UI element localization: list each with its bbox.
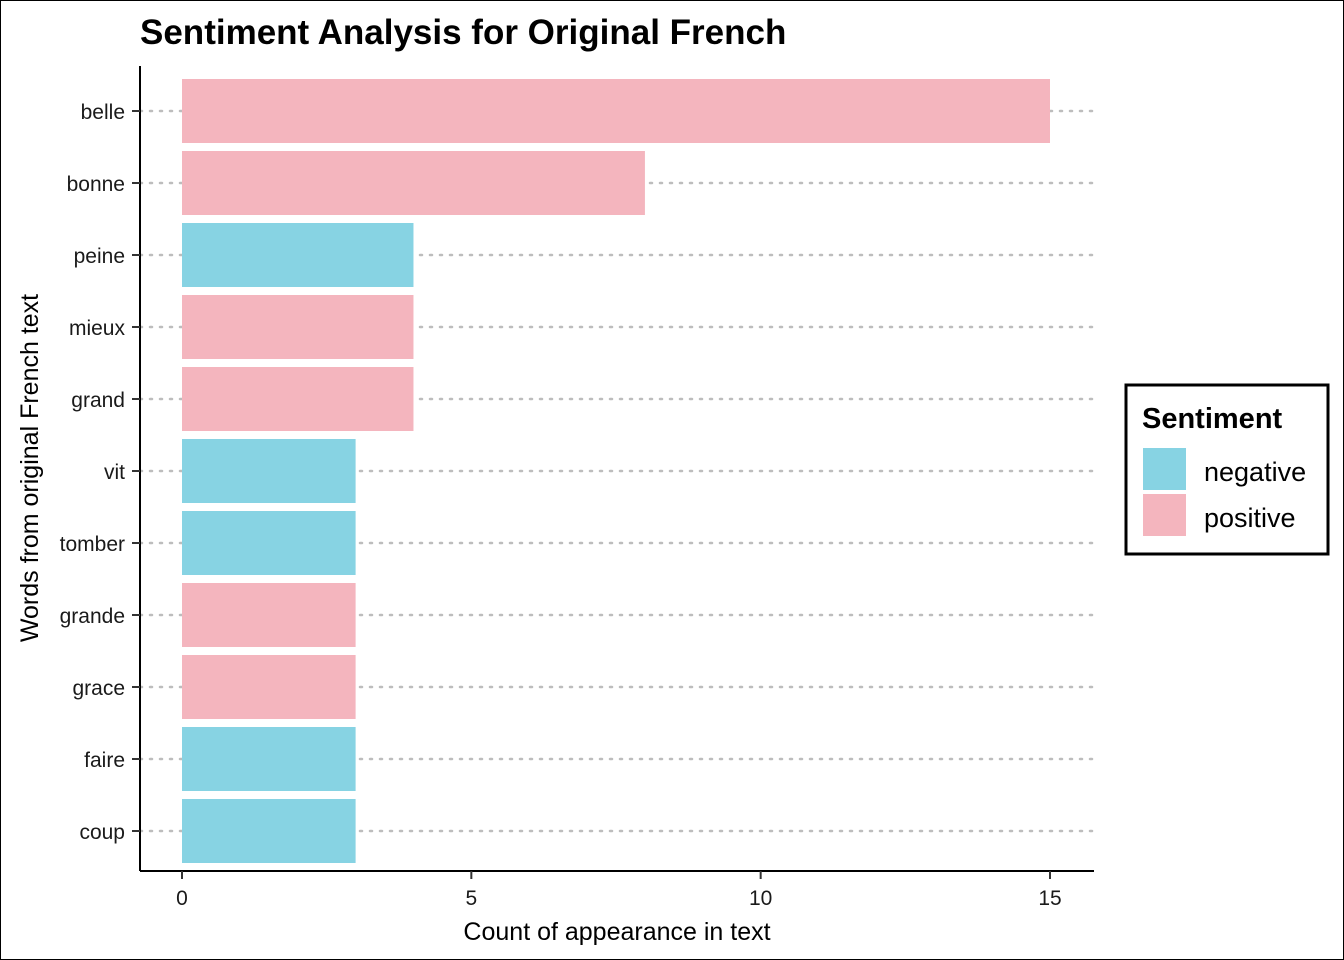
bar-vit (182, 439, 356, 503)
bar-mieux (182, 295, 414, 359)
x-axis-ticks: 0 5 10 15 (176, 871, 1062, 910)
bar-grande (182, 583, 356, 647)
y-tick-label-vit: vit (104, 461, 125, 484)
legend-label-negative: negative (1204, 457, 1306, 487)
y-tick-label-faire: faire (84, 749, 125, 772)
bar-grand (182, 367, 414, 431)
legend-title: Sentiment (1142, 403, 1283, 435)
x-tick-label-0: 0 (176, 887, 188, 910)
bar-tomber (182, 511, 356, 575)
y-tick-label-mieux: mieux (69, 317, 126, 340)
bar-coup (182, 799, 356, 863)
y-tick-label-tomber: tomber (60, 533, 125, 556)
y-tick-label-coup: coup (79, 821, 125, 844)
bar-peine (182, 223, 414, 287)
y-tick-label-peine: peine (74, 245, 125, 268)
bar-grace (182, 655, 356, 719)
legend-swatch-negative (1143, 448, 1186, 490)
bars (182, 79, 1050, 863)
bar-bonne (182, 151, 645, 215)
bar-faire (182, 727, 356, 791)
y-tick-label-grande: grande (60, 605, 125, 628)
y-axis-label: Words from original French text (16, 294, 44, 642)
x-tick-label-15: 15 (1038, 887, 1061, 910)
y-tick-label-grace: grace (72, 677, 125, 700)
y-axis-ticks: belle bonne peine mieux grand vit tomber grande… (60, 101, 140, 844)
x-tick-label-5: 5 (465, 887, 477, 910)
x-axis-label: Count of appearance in text (463, 918, 770, 946)
y-tick-label-grand: grand (71, 389, 125, 412)
chart-title: Sentiment Analysis for Original French (140, 13, 786, 52)
legend: Sentiment negative positive (1124, 383, 1330, 556)
legend-swatch-positive (1143, 494, 1186, 536)
legend-label-positive: positive (1204, 503, 1296, 533)
y-tick-label-belle: belle (81, 101, 125, 124)
y-tick-label-bonne: bonne (67, 173, 125, 196)
x-tick-label-10: 10 (749, 887, 772, 910)
bar-belle (182, 79, 1050, 143)
